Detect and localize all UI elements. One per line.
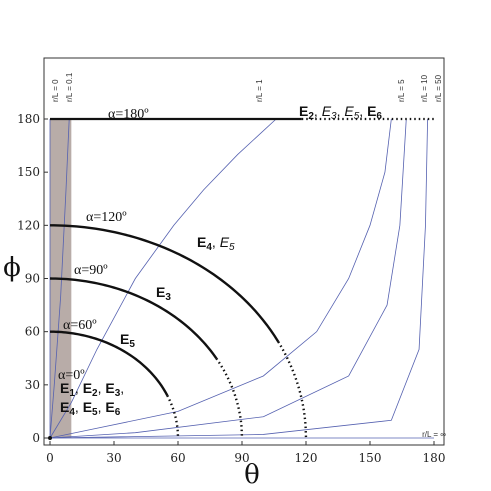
x-tick-label: 30 (106, 451, 121, 465)
x-tick-label: 60 (170, 451, 185, 465)
e4-120: E (197, 234, 206, 250)
e5-120: E (220, 234, 230, 250)
rl-curve-2 (49, 118, 277, 439)
e2-0: E (83, 380, 92, 396)
svg-text:E1, E2, E3,: E1, E2, E3, (60, 380, 124, 399)
x-tick-label: 150 (359, 451, 382, 465)
alpha-curve-1-solid (49, 330, 169, 397)
e-group-120: E4, E5 (197, 234, 235, 253)
x-axis-title: θ (244, 460, 260, 490)
svg-text:E4, E5: E4, E5 (197, 234, 235, 253)
e2-top-sub: 2 (308, 111, 314, 122)
alpha-curves (48, 117, 434, 440)
e6-top: E (367, 103, 376, 119)
rl-label-1: r/L = 1 (255, 79, 264, 102)
e3-90: E (156, 284, 165, 300)
e6-top-sub: 6 (376, 111, 382, 122)
rl-label-0: r/L = 0 (51, 79, 60, 102)
rl-curve-5 (49, 118, 428, 439)
rl-curve-3 (49, 118, 392, 439)
svg-text:E3: E3 (156, 284, 171, 303)
alpha-label-120: α=120º (86, 210, 127, 225)
y-tick-label: 60 (25, 325, 40, 339)
y-axis-title: ϕ (3, 253, 21, 283)
e3-0-sub: 3 (115, 388, 121, 399)
alpha-label-60: α=60º (63, 318, 97, 333)
x-ticks: 0 30 60 90 120 150 180 (46, 441, 445, 465)
e5-60-sub: 5 (129, 339, 135, 350)
svg-text:E2, E3, E5,: E2, E3, E5, E6 (299, 103, 382, 122)
svg-text:E4, E5, E6: E4, E5, E6 (60, 399, 121, 418)
e3-top: E (322, 103, 332, 119)
e1-0-sub: 1 (69, 388, 75, 399)
e5-top-sub: 5 (354, 111, 360, 122)
svg-text:E5: E5 (120, 331, 135, 350)
alpha-curve-2-solid (49, 277, 218, 360)
alpha-curve-0-point (48, 436, 52, 440)
e5-60: E (120, 331, 129, 347)
x-tick-label: 0 (46, 451, 54, 465)
alpha-curve-3-solid (49, 224, 280, 343)
rl-curves (49, 118, 434, 439)
y-tick-label: 120 (17, 218, 40, 232)
e-group-60: E5 (120, 331, 135, 350)
x-tick-label: 90 (234, 451, 249, 465)
alpha-label-180: α=180º (108, 107, 149, 122)
y-tick-label: 180 (17, 112, 40, 126)
e1-0: E (60, 380, 69, 396)
e4-120-sub: 4 (206, 242, 212, 253)
alpha-label-90: α=90º (74, 263, 108, 278)
y-tick-label: 0 (32, 431, 40, 445)
e5-0-sub: 5 (92, 407, 98, 418)
e4-0-sub: 4 (69, 407, 75, 418)
y-tick-label: 150 (17, 165, 40, 179)
e6-0: E (105, 399, 114, 415)
alpha-curve-1-dotted (166, 394, 180, 439)
rl-label-0.1: r/L = 0.1 (65, 72, 74, 102)
rl-curve-4 (49, 118, 407, 439)
e3-0: E (105, 380, 114, 396)
y-ticks: 0 30 60 90 120 150 180 (17, 112, 48, 445)
alpha-curve-3-dotted (277, 341, 308, 439)
e5-top: E (344, 103, 354, 119)
plot-frame (43, 57, 445, 446)
rl-label-10: r/L = 10 (420, 74, 429, 102)
x-tick-label: 180 (423, 451, 446, 465)
e2-0-sub: 2 (92, 388, 98, 399)
y-tick-label: 90 (25, 272, 40, 286)
alpha-curve-2-dotted (215, 357, 244, 439)
e3-top-sub: 3 (331, 111, 337, 122)
alpha-label-0: α=0º (58, 368, 85, 383)
rl-curve-1 (49, 118, 70, 439)
e-group-90: E3 (156, 284, 171, 303)
e6-0-sub: 6 (115, 407, 121, 418)
e3-90-sub: 3 (165, 292, 171, 303)
e-group-top: E2, E3, E5, E6 (299, 103, 382, 122)
y-tick-label: 30 (25, 378, 40, 392)
e5-120-sub: 5 (229, 242, 235, 253)
e-group-0: E1, E2, E3, E4, E5, E6 (60, 380, 124, 418)
e4-0: E (60, 399, 69, 415)
rl-label-50: r/L = 50 (434, 74, 443, 102)
e2-top: E (299, 103, 308, 119)
rl-label-5: r/L = 5 (397, 79, 406, 102)
e5-0: E (83, 399, 92, 415)
rl-label-inf: r/L = ∞ (422, 430, 446, 439)
x-tick-label: 120 (295, 451, 318, 465)
